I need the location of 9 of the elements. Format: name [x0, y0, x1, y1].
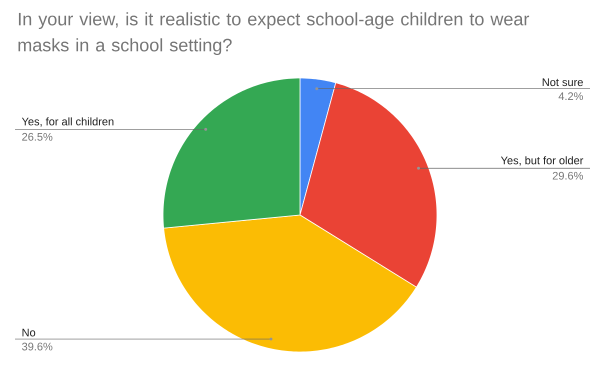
slice-label: Yes, but for older [500, 156, 584, 166]
chart-title: In your view, is it realistic to expect school-age children to wear masks in a school setting? [18, 12, 530, 56]
slice-label: Not sure [542, 78, 583, 86]
slice-label: No [22, 328, 36, 336]
data-label: 26.5% [22, 132, 52, 141]
data-label: 4.2% [558, 92, 583, 100]
data-label: 39.6% [22, 342, 52, 350]
data-label: 29.6% [552, 172, 583, 180]
slice-label: Yes, for all children [22, 117, 114, 127]
